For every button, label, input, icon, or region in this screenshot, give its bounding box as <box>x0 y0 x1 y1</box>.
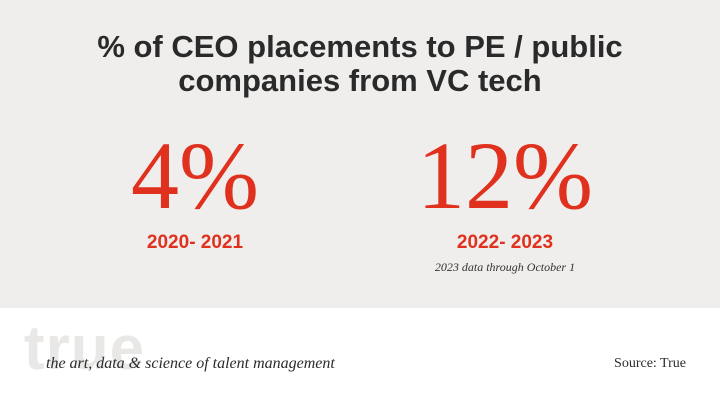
infographic-title: % of CEO placements to PE / public compa… <box>60 30 660 98</box>
stat-period-2020-2021: 2020- 2021 <box>146 232 244 253</box>
title-line-2: companies from VC tech <box>178 63 542 98</box>
true-logo-watermark: true <box>24 314 146 383</box>
stat-value-2020-2021: 4% <box>131 122 259 229</box>
stat-value-2022-2023: 12% <box>417 122 593 229</box>
title-line-1: % of CEO placements to PE / public <box>97 29 623 64</box>
stat-footnote: 2023 data through October 1 <box>434 260 576 274</box>
stat-period-2022-2023: 2022- 2023 <box>456 232 554 253</box>
tagline: the art, data & science of talent manage… <box>46 355 335 372</box>
source-credit: Source: True <box>614 356 686 371</box>
infographic-panel: % of CEO placements to PE / public compa… <box>0 0 720 308</box>
